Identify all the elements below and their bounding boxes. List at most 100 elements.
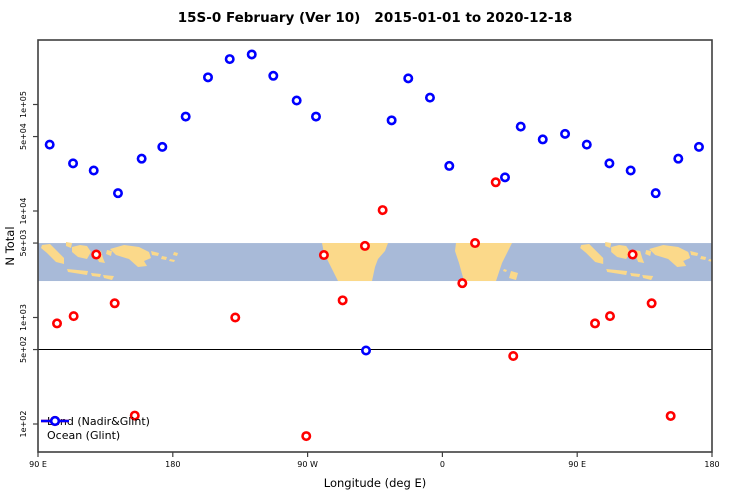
ocean-point (157, 141, 168, 152)
land-polygon (605, 242, 612, 248)
land-point (129, 410, 140, 421)
land-polygon (690, 251, 699, 256)
land-polygon (611, 245, 631, 259)
land-point (230, 312, 241, 323)
land-point (109, 298, 120, 309)
ocean-point (268, 70, 279, 81)
land-point (52, 318, 63, 329)
land-point (627, 249, 638, 260)
ocean-point (537, 134, 548, 145)
plot-border (37, 39, 713, 453)
y-tick-label: 5e+02 (19, 336, 28, 363)
land-point (337, 295, 348, 306)
legend: Land (Nadir&Glint) Ocean (Glint) (40, 415, 150, 443)
ocean-point (693, 141, 704, 152)
x-tick-label: 0 (440, 460, 445, 469)
y-tick-label: 1e+02 (19, 411, 28, 438)
land-polygon (161, 256, 167, 260)
land-point (457, 278, 468, 289)
ocean-point (136, 153, 147, 164)
land-point (91, 249, 102, 260)
land-polygon (606, 269, 628, 275)
ocean-point (444, 160, 455, 171)
y-tick-label: 1e+05 (19, 91, 28, 118)
map-band-land-group (41, 242, 717, 281)
land-point (318, 250, 329, 261)
land-point (301, 431, 312, 442)
land-polygon (66, 242, 72, 248)
y-tick-label: 1e+03 (19, 304, 28, 331)
ocean-point (673, 153, 684, 164)
land-point (470, 238, 481, 249)
x-tick-label: 90 E (29, 460, 47, 469)
land-polygon (580, 244, 604, 264)
land-point (665, 410, 676, 421)
ocean-point (180, 111, 191, 122)
land-point (590, 318, 601, 329)
land-point (508, 351, 519, 362)
ocean-point (560, 128, 571, 139)
ocean-point (403, 73, 414, 84)
ocean-point (581, 139, 592, 150)
land-polygon (173, 252, 178, 256)
land-polygon (151, 251, 159, 256)
land-polygon (503, 269, 507, 272)
x-tick-label: 90 E (568, 460, 586, 469)
x-tick-label: 90 W (297, 460, 318, 469)
chart-title: 15S-0 February (Ver 10) 2015-01-01 to 20… (177, 10, 573, 26)
land-polygon (72, 245, 91, 259)
land-polygon (322, 243, 388, 281)
land-polygon (642, 275, 654, 280)
ocean-point (44, 139, 55, 150)
ocean-point (224, 54, 235, 65)
land-polygon (41, 244, 64, 264)
ocean-point (604, 158, 615, 169)
land-polygon (712, 252, 717, 256)
ocean-point (361, 345, 372, 356)
y-tick-label: 5e+03 (19, 230, 28, 257)
land-point (68, 311, 79, 322)
ocean-point (500, 172, 511, 183)
legend-item-ocean: Ocean (Glint) (40, 415, 150, 443)
legend-label-land: Land (Nadir&Glint) (47, 415, 150, 428)
land-point (490, 177, 501, 188)
land-polygon (106, 250, 112, 256)
y-tick-label: 1e+04 (19, 198, 28, 225)
land-polygon (700, 256, 707, 260)
ocean-point (310, 111, 321, 122)
land-polygon (455, 243, 512, 281)
land-polygon (649, 245, 691, 267)
ocean-point (202, 72, 213, 83)
land-polygon (169, 259, 175, 262)
land-polygon (91, 273, 101, 277)
land-polygon (630, 273, 641, 277)
ocean-point (650, 188, 661, 199)
ocean-point (88, 165, 99, 176)
land-polygon (509, 271, 518, 280)
land-polygon (67, 269, 88, 275)
x-tick-label: 180 (165, 460, 180, 469)
ocean-point (625, 165, 636, 176)
ocean-point (424, 92, 435, 103)
ocean-point (291, 95, 302, 106)
land-polygon (645, 250, 652, 256)
land-polygon (708, 259, 712, 262)
x-tick-label: 180 (704, 460, 719, 469)
ocean-point (68, 158, 79, 169)
ocean-point (515, 121, 526, 132)
land-point (605, 311, 616, 322)
land-point (359, 240, 370, 251)
legend-label-ocean: Ocean (Glint) (47, 429, 121, 442)
land-point (377, 205, 388, 216)
land-point (646, 298, 657, 309)
x-axis-label: Longitude (deg E) (323, 476, 427, 490)
ocean-legend-symbol (41, 415, 69, 427)
land-polygon (103, 275, 114, 280)
ocean-point (386, 115, 397, 126)
land-polygon (110, 245, 151, 267)
ocean-point (112, 188, 123, 199)
y-tick-label: 5e+04 (19, 123, 28, 150)
ocean-point (246, 49, 257, 60)
